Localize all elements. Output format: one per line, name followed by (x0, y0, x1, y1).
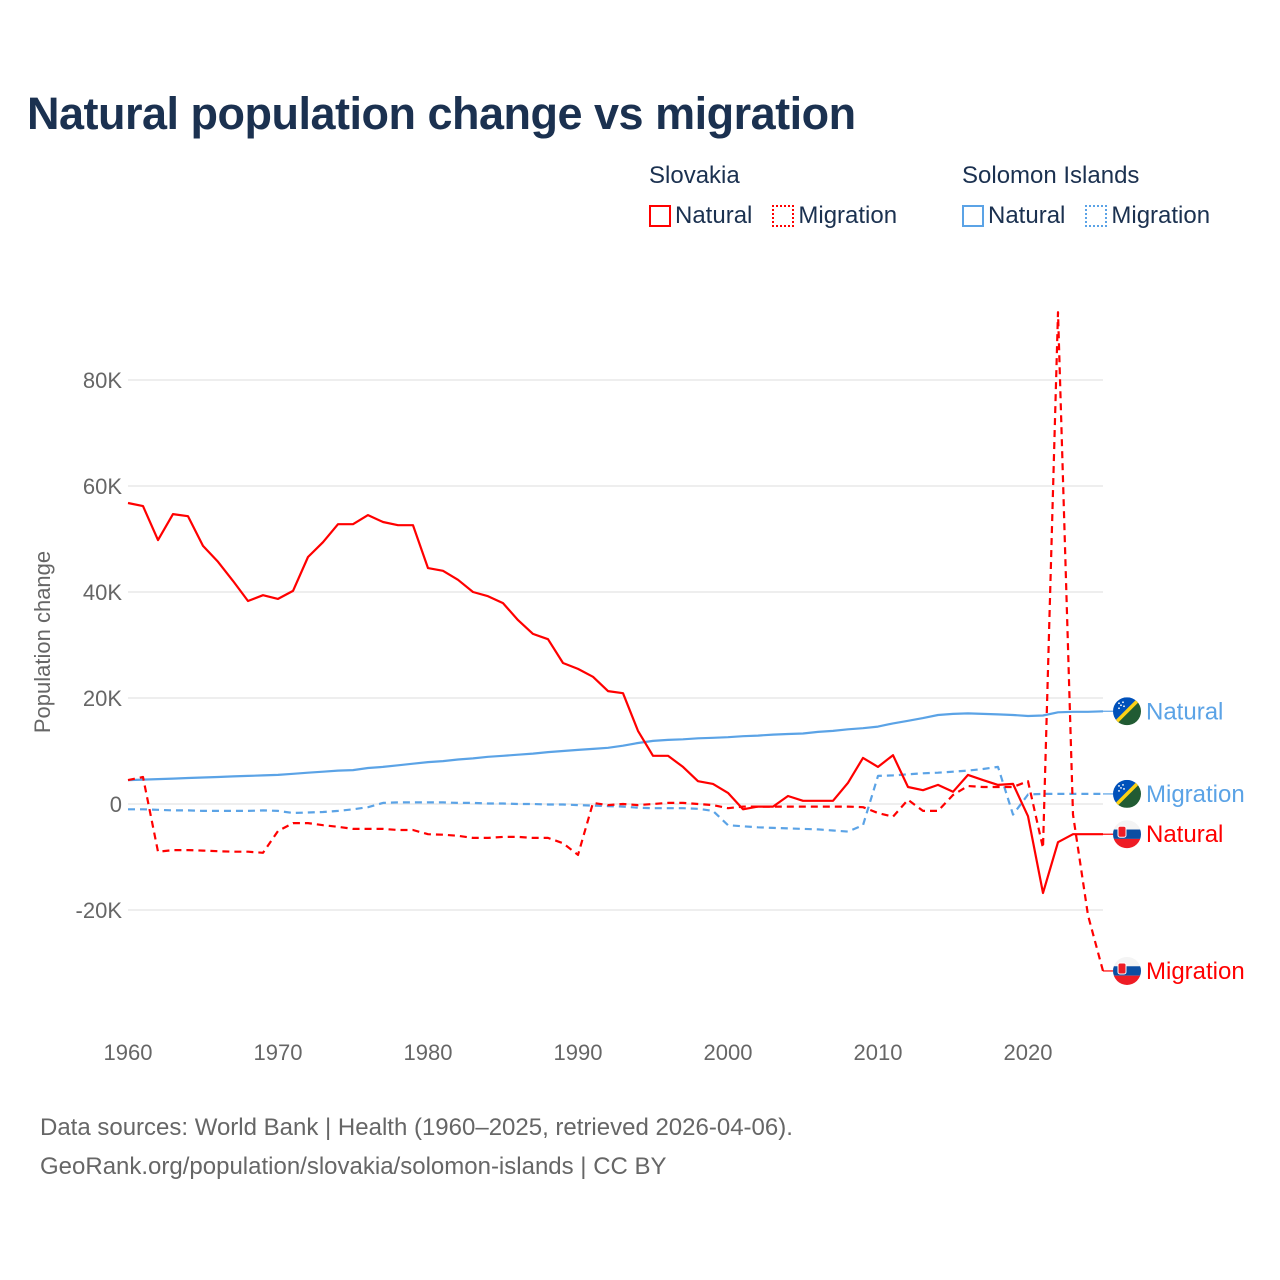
legend-item-solomon-natural[interactable]: Natural (962, 202, 1065, 230)
y-tick-label: 80K (83, 368, 122, 393)
legend-swatch-solid (649, 205, 671, 227)
source-line-1: Data sources: World Bank | Health (1960–… (40, 1114, 793, 1141)
slovakia-flag-icon (1113, 820, 1141, 849)
series-line-slovakia-natural (127, 501, 1103, 895)
y-tick-label: 0 (110, 792, 122, 817)
y-axis-label: Population change (30, 551, 55, 733)
end-label-text: Migration (1146, 781, 1245, 808)
series-line-solomon-islands-natural (127, 710, 1104, 782)
legend-swatch-solid (962, 205, 984, 227)
y-tick-label: 40K (83, 580, 122, 605)
end-label-solomon-islands-natural: Natural (1103, 697, 1223, 726)
legend-group-title: Solomon Islands (962, 162, 1140, 189)
end-label-text: Natural (1146, 698, 1223, 725)
legend-label: Natural (988, 202, 1066, 229)
legend-item-slovakia-migration[interactable]: Migration (772, 202, 897, 230)
end-label-slovakia-natural: Natural (1103, 820, 1223, 849)
series-line-slovakia-migration (127, 311, 1105, 972)
x-tick-label: 1970 (254, 1040, 303, 1065)
series-line-solomon-islands-migration (128, 765, 1103, 833)
y-tick-label: 20K (83, 686, 122, 711)
legend-item-slovakia-natural[interactable]: Natural (649, 202, 752, 230)
source-note: Data sources: World Bank | Health (1960–… (40, 1108, 793, 1186)
legend-group-solomon-islands: Solomon Islands Natural Migration (962, 162, 1230, 230)
end-label-text: Natural (1146, 821, 1223, 848)
end-label-solomon-islands-migration: Migration (1103, 779, 1245, 808)
legend-item-solomon-migration[interactable]: Migration (1085, 202, 1210, 230)
slovakia-flag-icon (1113, 956, 1141, 985)
legend-swatch-dotted (1085, 205, 1108, 227)
y-tick-label: -20K (76, 898, 123, 923)
solomon-islands-flag-icon (1113, 697, 1141, 726)
source-line-2[interactable]: GeoRank.org/population/slovakia/solomon-… (40, 1153, 667, 1180)
legend-label: Migration (798, 202, 898, 229)
legend-group-title: Slovakia (649, 162, 740, 189)
x-tick-label: 2000 (704, 1040, 753, 1065)
chart-title: Natural population change vs migration (27, 88, 856, 139)
y-tick-label: 60K (83, 474, 122, 499)
x-tick-label: 1980 (404, 1040, 453, 1065)
end-label-slovakia-migration: Migration (1103, 956, 1245, 985)
x-tick-label: 1990 (554, 1040, 603, 1065)
legend-group-slovakia: Slovakia Natural Migration (649, 162, 917, 230)
legend-label: Migration (1111, 202, 1211, 229)
legend-label: Natural (675, 202, 753, 229)
x-tick-label: 2010 (854, 1040, 903, 1065)
end-label-text: Migration (1146, 958, 1245, 985)
x-tick-label: 1960 (104, 1040, 153, 1065)
x-tick-label: 2020 (1004, 1040, 1053, 1065)
legend-swatch-dotted (772, 205, 795, 227)
solomon-islands-flag-icon (1113, 779, 1141, 808)
